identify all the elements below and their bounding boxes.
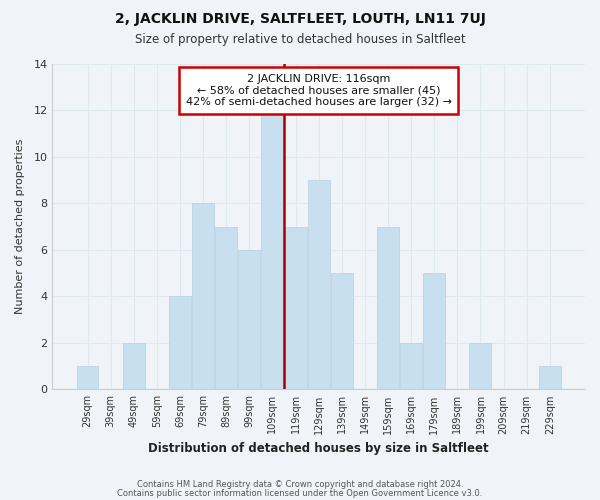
Bar [169,296,191,390]
Text: Contains public sector information licensed under the Open Government Licence v3: Contains public sector information licen… [118,488,482,498]
Bar [539,366,561,390]
Text: 2 JACKLIN DRIVE: 116sqm
← 58% of detached houses are smaller (45)
42% of semi-de: 2 JACKLIN DRIVE: 116sqm ← 58% of detache… [185,74,452,107]
Bar [400,343,422,390]
Bar [308,180,329,390]
Text: Contains HM Land Registry data © Crown copyright and database right 2024.: Contains HM Land Registry data © Crown c… [137,480,463,489]
Bar [238,250,260,390]
Bar [77,366,98,390]
Bar [423,273,445,390]
Bar [377,226,399,390]
Y-axis label: Number of detached properties: Number of detached properties [15,139,25,314]
Bar [192,204,214,390]
Bar [284,226,307,390]
Text: 2, JACKLIN DRIVE, SALTFLEET, LOUTH, LN11 7UJ: 2, JACKLIN DRIVE, SALTFLEET, LOUTH, LN11… [115,12,485,26]
Bar [331,273,353,390]
Bar [469,343,491,390]
Text: Size of property relative to detached houses in Saltfleet: Size of property relative to detached ho… [134,32,466,46]
Bar [123,343,145,390]
X-axis label: Distribution of detached houses by size in Saltfleet: Distribution of detached houses by size … [148,442,489,455]
Bar [262,110,283,390]
Bar [215,226,237,390]
